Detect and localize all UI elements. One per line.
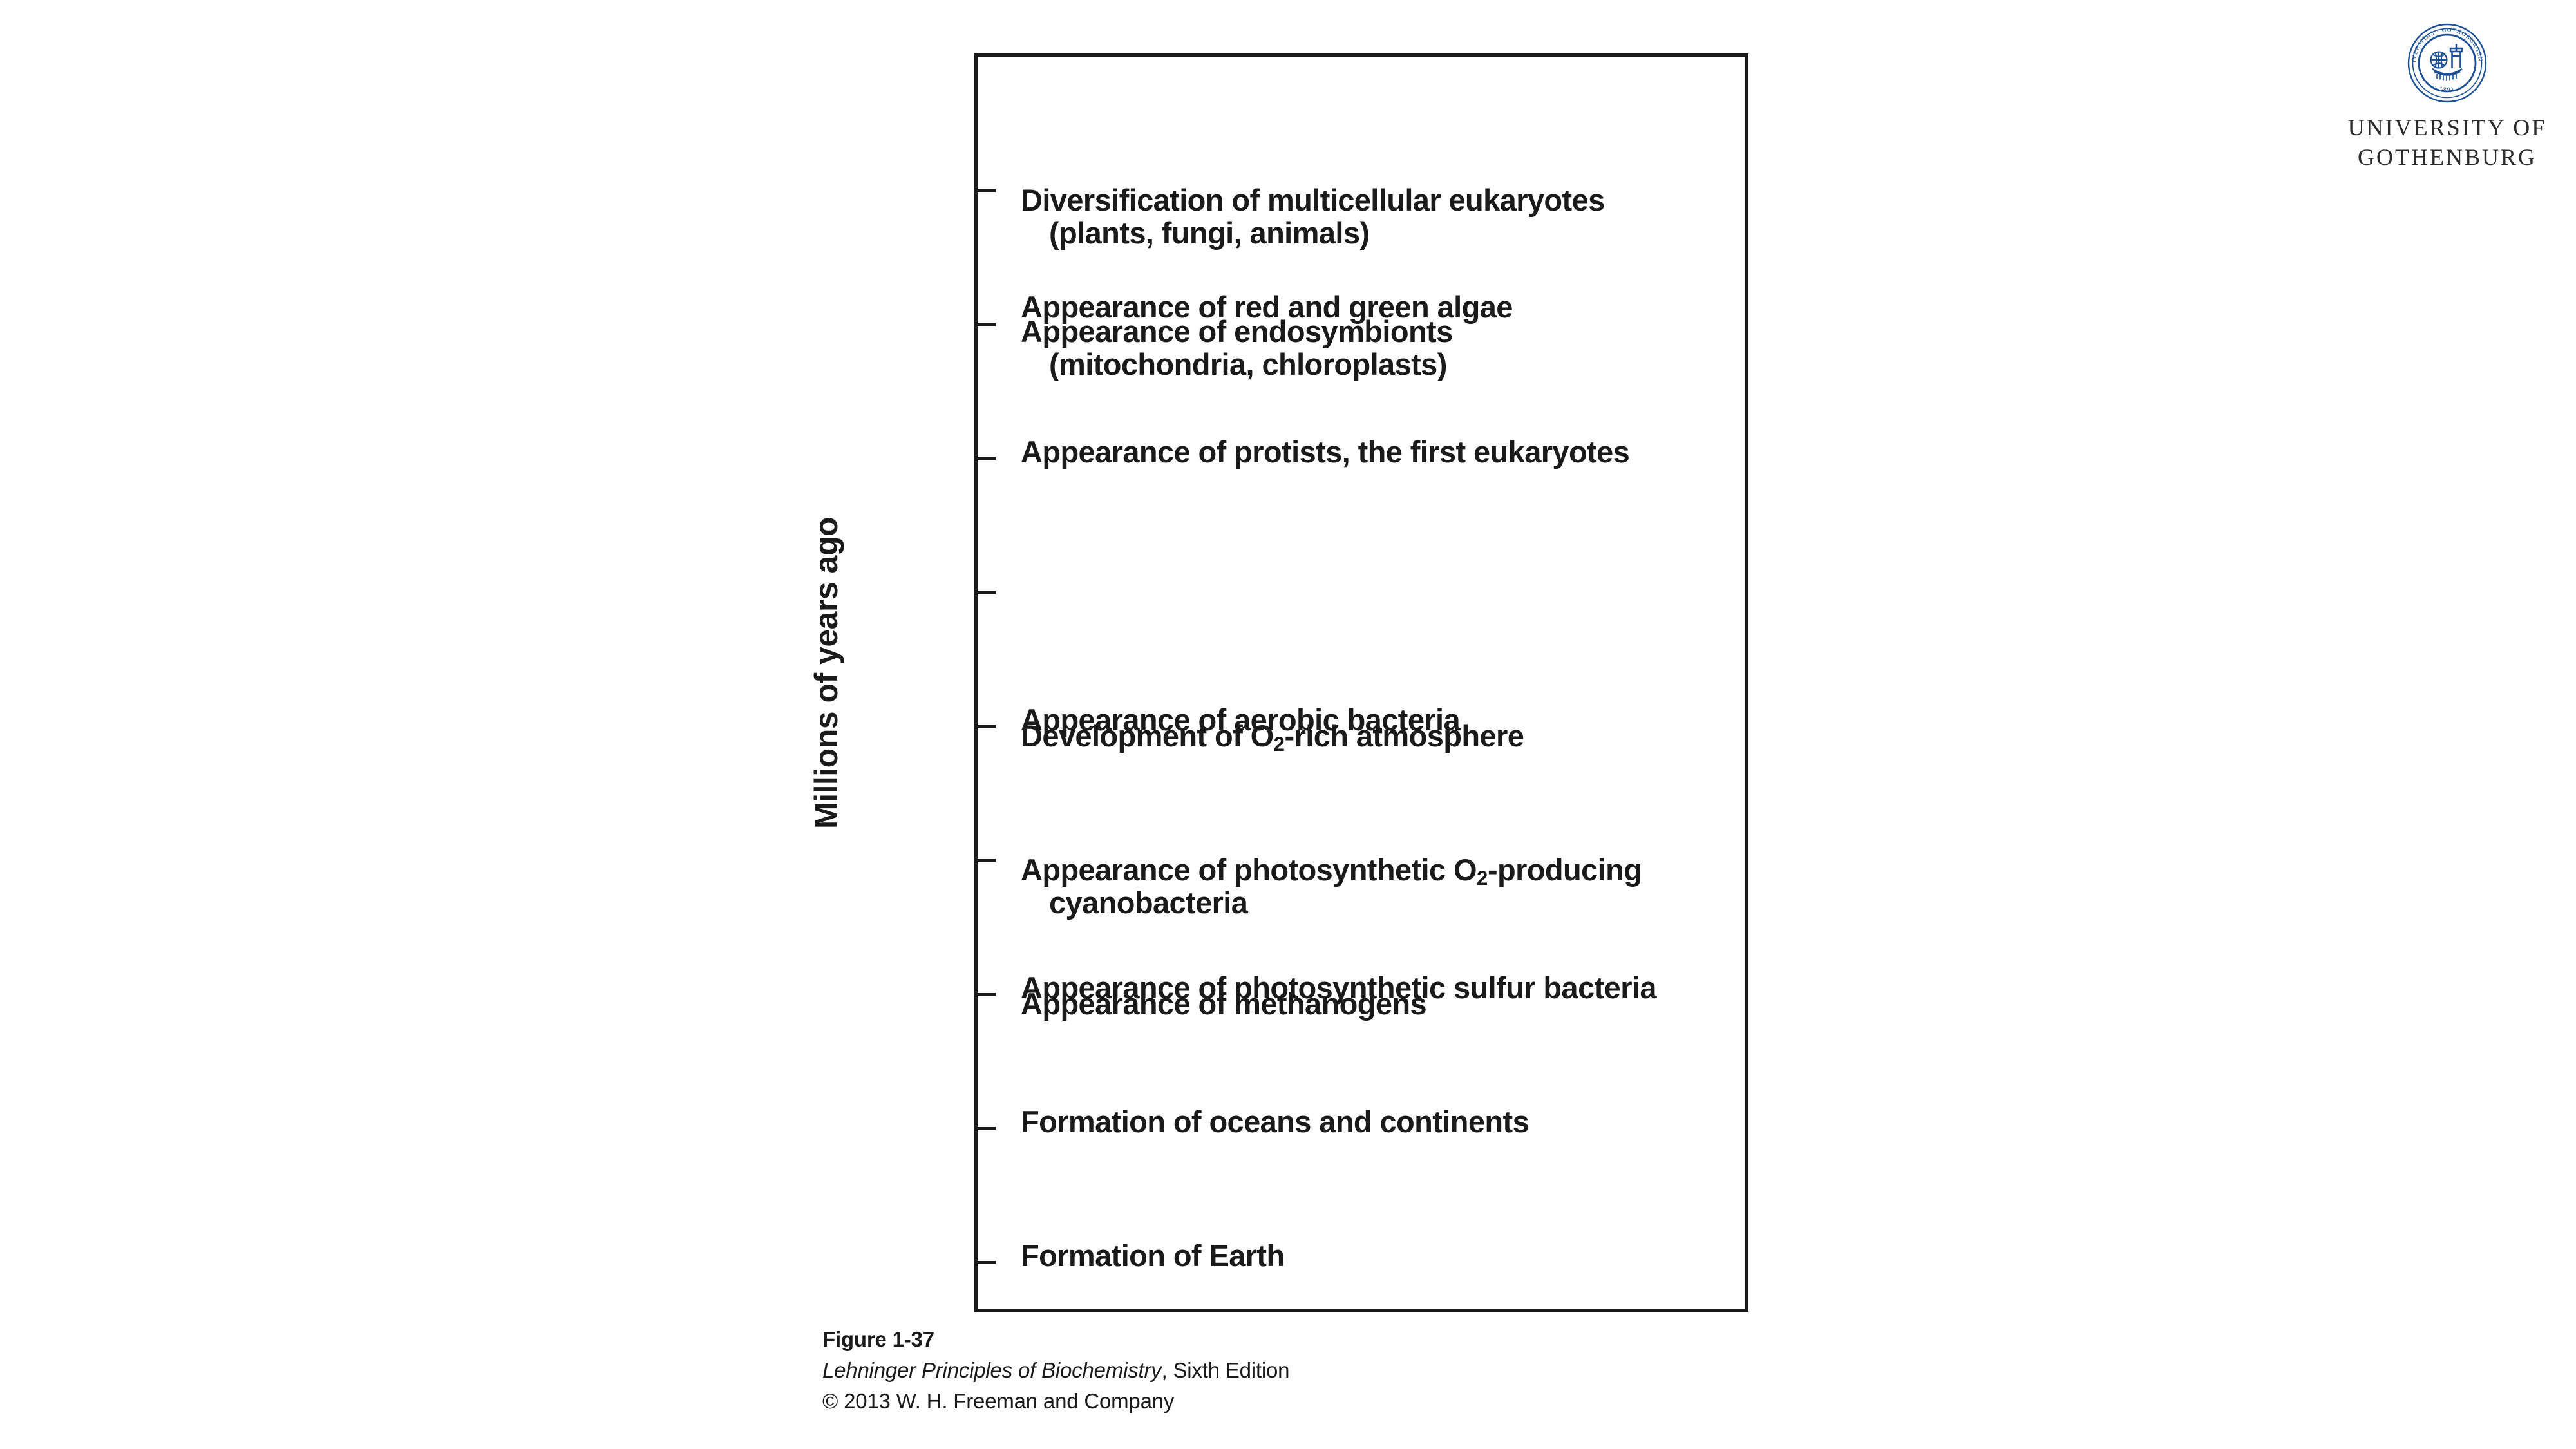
svg-text:UNIVERSITAS · GOTHOBURGENSIS: UNIVERSITAS · GOTHOBURGENSIS: [2407, 23, 2483, 62]
timeline-event-line: (plants, fungi, animals): [1049, 215, 1370, 250]
university-logo: UNIVERSITAS · GOTHOBURGENSIS · 1891 · UN…: [2331, 23, 2563, 172]
timeline-event: Formation of oceans and continents: [1021, 1104, 1530, 1139]
caption-copyright: © 2013 W. H. Freeman and Company: [822, 1388, 1175, 1413]
y-axis-tick-2000: [978, 591, 996, 594]
caption-figure-number: Figure 1-37: [822, 1327, 934, 1351]
university-wordmark: UNIVERSITY OF GOTHENBURG: [2331, 113, 2563, 172]
y-axis-tick-2500: [978, 725, 996, 728]
wordmark-line-1: UNIVERSITY OF: [2347, 115, 2547, 140]
y-axis-tick-1500: [978, 457, 996, 460]
timeline-event-line: Formation of Earth: [1021, 1238, 1285, 1273]
y-axis-tick-1000: [978, 323, 996, 326]
wordmark-line-2: GOTHENBURG: [2358, 144, 2537, 171]
timeline-event-line: Appearance of photosynthetic sulfur bact…: [1021, 971, 1657, 1005]
svg-text:· 1891 ·: · 1891 ·: [2433, 84, 2461, 93]
timeline-event-line: Appearance of protists, the first eukary…: [1021, 435, 1630, 469]
timeline-event-line: Formation of oceans and continents: [1021, 1104, 1530, 1139]
caption-book-reference: Lehninger Principles of Biochemistry, Si…: [822, 1355, 1290, 1386]
timeline-event-line: cyanobacteria: [1049, 885, 1248, 920]
timeline-event-line: Appearance of methanogens: [1021, 986, 1427, 1021]
y-axis-tick-3500: [978, 993, 996, 996]
timeline-event: Appearance of red and green algae: [1021, 290, 1513, 325]
timeline-event: Appearance of endosymbionts (mitochondria…: [1021, 314, 1453, 381]
timeline-event: Development of O2-rich atmosphere: [1021, 718, 1524, 756]
timeline-chart-frame: [974, 53, 1748, 1312]
y-axis-tick-4000: [978, 1127, 996, 1130]
timeline-event: Appearance of photosynthetic O2-producin…: [1021, 852, 1642, 920]
timeline-event-line: Appearance of red and green algae: [1021, 290, 1513, 325]
figure-caption: Figure 1-37 Lehninger Principles of Bioc…: [822, 1324, 1290, 1417]
timeline-event: Diversification of multicellular eukaryo…: [1021, 184, 1605, 250]
timeline-event: Appearance of aerobic bacteria: [1021, 703, 1461, 737]
timeline-event: Appearance of methanogens: [1021, 986, 1427, 1021]
university-seal-icon: UNIVERSITAS · GOTHOBURGENSIS · 1891 ·: [2407, 23, 2487, 103]
timeline-event-line: Development of O2-rich atmosphere: [1021, 718, 1524, 756]
y-axis-tick-500: [978, 189, 996, 192]
timeline-event: Appearance of protists, the first eukary…: [1021, 435, 1630, 469]
timeline-event-line: Appearance of aerobic bacteria: [1021, 703, 1461, 737]
timeline-event-line: Appearance of photosynthetic O2-producin…: [1021, 852, 1642, 890]
timeline-event: Formation of Earth: [1021, 1238, 1285, 1273]
timeline-event-line: Appearance of endosymbionts: [1021, 314, 1453, 348]
timeline-event-line: Diversification of multicellular eukaryo…: [1021, 182, 1605, 217]
caption-book-title: Lehninger Principles of Biochemistry: [822, 1358, 1162, 1382]
y-axis-tick-4500: [978, 1261, 996, 1264]
y-axis-title: Millions of years ago: [808, 516, 844, 829]
caption-book-edition: , Sixth Edition: [1161, 1358, 1290, 1382]
timeline-event-line: (mitochondria, chloroplasts): [1049, 346, 1447, 381]
timeline-event: Appearance of photosynthetic sulfur bact…: [1021, 971, 1657, 1005]
y-axis-tick-3000: [978, 859, 996, 862]
